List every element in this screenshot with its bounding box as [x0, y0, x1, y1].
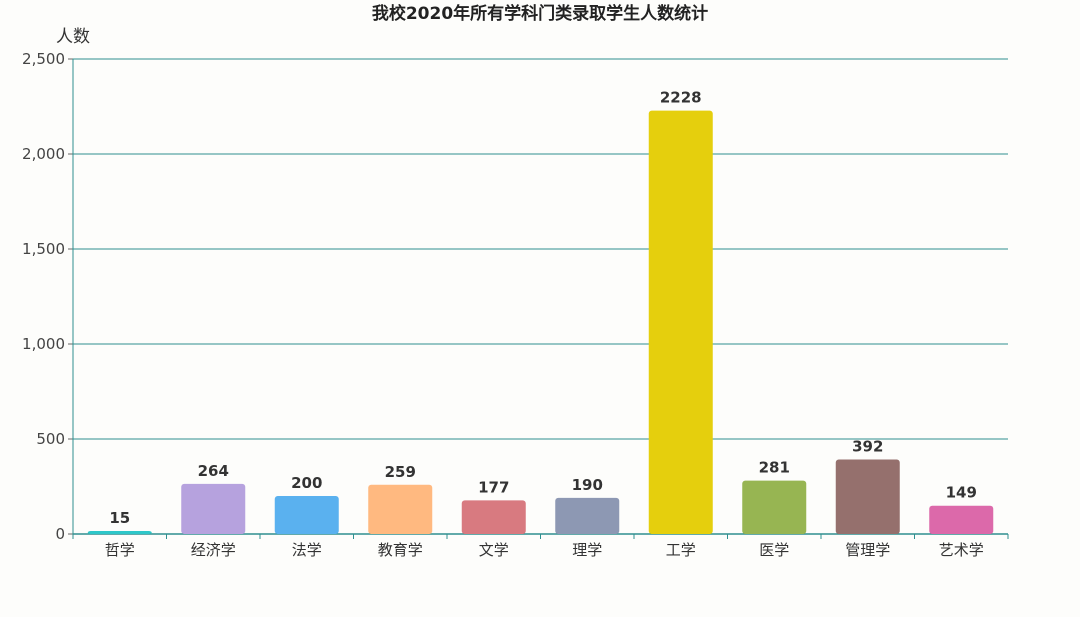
bar [368, 484, 433, 534]
y-tick-label: 0 [55, 525, 65, 543]
data-label: 259 [385, 463, 416, 481]
y-tick-label: 500 [36, 430, 65, 448]
data-label: 177 [478, 478, 509, 496]
data-label: 15 [109, 509, 130, 527]
data-label: 392 [852, 438, 883, 456]
x-tick-labels: 哲学 经济学 法学 教育学 文学 理学 工学 医学 管理学 艺术学 [105, 541, 984, 559]
data-label: 281 [759, 459, 790, 477]
x-tick-label: 医学 [759, 541, 789, 559]
bar [555, 497, 620, 534]
bars [87, 110, 994, 535]
data-labels: 15 264 200 259 177 190 2228 281 392 149 [109, 89, 977, 527]
y-tick-labels: 0 500 1,000 1,500 2,000 2,500 [22, 50, 65, 543]
x-tick-label: 艺术学 [939, 541, 984, 559]
bar [835, 459, 900, 534]
bar [181, 483, 246, 534]
y-tick-label: 2,500 [22, 50, 65, 68]
y-tick-label: 1,500 [22, 240, 65, 258]
data-label: 264 [198, 462, 229, 480]
x-tick-label: 工学 [666, 541, 696, 559]
data-label: 2228 [660, 89, 702, 107]
data-label: 149 [946, 484, 977, 502]
gridlines [73, 58, 1008, 440]
chart-title: 我校2020年所有学科门类录取学生人数统计 [372, 3, 708, 24]
bar [274, 496, 339, 534]
x-tick-label: 管理学 [845, 541, 890, 559]
bar [742, 480, 807, 534]
x-tick-label: 教育学 [378, 541, 423, 559]
y-tick-label: 2,000 [22, 145, 65, 163]
y-axis-label: 人数 [56, 27, 90, 47]
data-label: 200 [291, 474, 322, 492]
data-label: 190 [572, 476, 603, 494]
x-tick-label: 哲学 [105, 541, 135, 559]
bar [929, 505, 994, 534]
x-tick-label: 经济学 [191, 541, 236, 559]
x-tick-label: 法学 [292, 541, 322, 559]
y-tick-label: 1,000 [22, 335, 65, 353]
x-tick-label: 文学 [479, 541, 509, 559]
x-tick-label: 理学 [572, 541, 602, 559]
bar [648, 110, 713, 535]
bar [87, 531, 152, 534]
bar [461, 500, 526, 534]
